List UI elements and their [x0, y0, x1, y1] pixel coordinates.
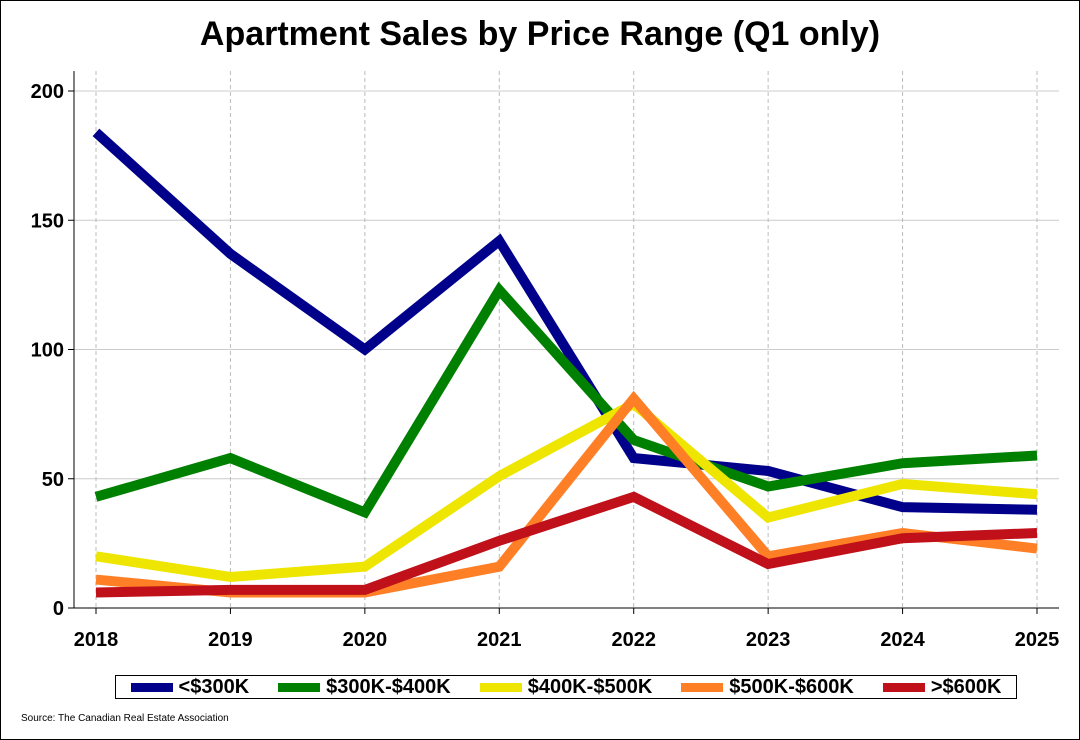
- plot-area: 0 50 100 150 200 2018 2019 2020 2021 2022 2023 2024…: [31, 71, 1060, 651]
- legend-item: $400K-$500K: [479, 675, 653, 699]
- legend-item: $500K-$600K: [681, 676, 854, 699]
- legend-swatch: [130, 682, 173, 692]
- x-tick-label: 2025: [1015, 629, 1060, 651]
- legend: <$300K $300K-$400K $400K-$500K $500K-$600K >…: [115, 675, 1017, 699]
- series-line: [92, 128, 1038, 515]
- legend-label: $500K-$600K: [729, 675, 854, 698]
- series-line: [95, 397, 1038, 583]
- x-tick-label: 2020: [343, 629, 388, 651]
- x-tick-label: 2022: [611, 629, 656, 651]
- legend-label: <$300K: [178, 675, 250, 698]
- x-tick-label: 2023: [746, 629, 791, 651]
- series-line: [95, 491, 1038, 598]
- legend-swatch: [882, 682, 925, 692]
- legend-item: >$600K: [882, 675, 1002, 699]
- legend-label: $400K-$500K: [527, 675, 653, 698]
- y-tick-label: 100: [31, 340, 64, 362]
- series-line: [95, 390, 1038, 598]
- series-layer: [92, 128, 1038, 598]
- y-tick-label: 50: [42, 469, 64, 491]
- grid-layer: [74, 71, 1059, 608]
- axis-layer: 0 50 100 150 200 2018 2019 2020 2021 2022 2023 2024…: [31, 71, 1060, 651]
- y-tick-label: 0: [53, 598, 64, 620]
- chart-title: Apartment Sales by Price Range (Q1 only): [199, 15, 881, 53]
- y-tick-label: 200: [31, 81, 64, 103]
- x-tick-label: 2019: [208, 629, 253, 651]
- legend-swatch: [479, 682, 522, 692]
- x-tick-label: 2024: [880, 629, 925, 651]
- x-tick-label: 2018: [74, 629, 119, 651]
- y-tick-label: 150: [31, 210, 64, 232]
- legend-label: $300K-$400K: [326, 675, 451, 698]
- legend-item: $300K-$400K: [278, 676, 451, 699]
- source-note: Source: The Canadian Real Estate Associa…: [21, 713, 229, 724]
- legend-swatch: [278, 682, 321, 692]
- x-tick-label: 2021: [477, 629, 522, 651]
- legend-swatch: [681, 682, 724, 692]
- legend-label: >$600K: [930, 675, 1002, 698]
- series-line: [94, 281, 1038, 519]
- legend-item: <$300K: [130, 675, 250, 699]
